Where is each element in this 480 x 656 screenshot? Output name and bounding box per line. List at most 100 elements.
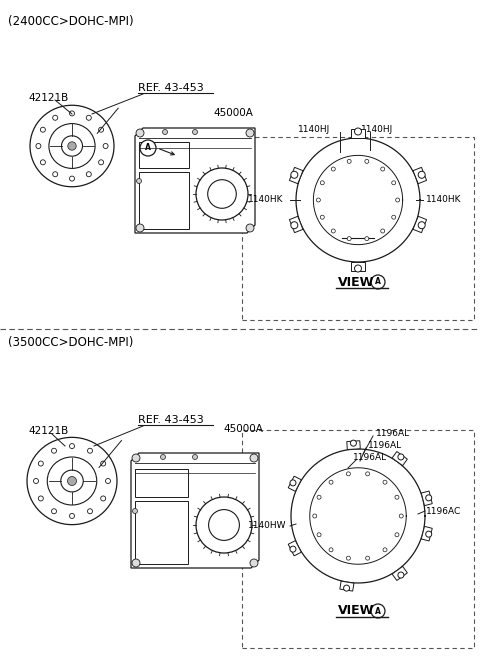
- Circle shape: [381, 167, 384, 171]
- Polygon shape: [340, 581, 354, 591]
- Circle shape: [163, 129, 168, 134]
- Circle shape: [140, 140, 156, 156]
- Circle shape: [329, 480, 333, 484]
- Text: 1140HK: 1140HK: [248, 195, 284, 205]
- Text: VIEW: VIEW: [338, 276, 374, 289]
- Circle shape: [132, 559, 140, 567]
- Circle shape: [320, 181, 324, 185]
- Circle shape: [331, 167, 336, 171]
- Circle shape: [418, 171, 425, 178]
- Circle shape: [392, 181, 396, 185]
- Circle shape: [426, 531, 432, 537]
- Ellipse shape: [70, 111, 74, 116]
- Ellipse shape: [86, 115, 91, 120]
- Ellipse shape: [106, 478, 110, 483]
- Ellipse shape: [51, 509, 57, 514]
- Circle shape: [418, 222, 425, 229]
- Circle shape: [396, 198, 400, 202]
- Ellipse shape: [86, 172, 91, 176]
- Ellipse shape: [51, 448, 57, 453]
- Circle shape: [392, 215, 396, 219]
- Circle shape: [366, 472, 370, 476]
- Text: 45000A: 45000A: [223, 424, 263, 434]
- Circle shape: [381, 229, 384, 233]
- Circle shape: [290, 546, 296, 552]
- Text: REF. 43-453: REF. 43-453: [138, 415, 204, 425]
- Bar: [139, 172, 189, 229]
- Polygon shape: [288, 541, 301, 556]
- Circle shape: [132, 454, 140, 462]
- Ellipse shape: [87, 448, 93, 453]
- Circle shape: [383, 548, 387, 552]
- Circle shape: [366, 556, 370, 560]
- Circle shape: [136, 129, 144, 137]
- Circle shape: [329, 548, 333, 552]
- Text: VIEW: VIEW: [338, 604, 374, 617]
- Ellipse shape: [40, 160, 46, 165]
- Circle shape: [347, 237, 351, 241]
- Circle shape: [291, 222, 298, 229]
- Polygon shape: [347, 441, 360, 449]
- Ellipse shape: [34, 478, 38, 483]
- Circle shape: [331, 229, 336, 233]
- Circle shape: [246, 224, 254, 232]
- Bar: [135, 469, 188, 497]
- Polygon shape: [135, 128, 255, 233]
- Ellipse shape: [87, 509, 93, 514]
- Text: A: A: [375, 277, 381, 287]
- Polygon shape: [131, 453, 259, 568]
- Circle shape: [355, 128, 361, 135]
- Text: 1196AL: 1196AL: [353, 453, 387, 462]
- Ellipse shape: [38, 496, 43, 501]
- Circle shape: [316, 198, 320, 202]
- Polygon shape: [421, 491, 432, 506]
- Text: 1140HK: 1140HK: [426, 195, 461, 205]
- Polygon shape: [351, 129, 365, 138]
- Ellipse shape: [98, 160, 104, 165]
- Circle shape: [398, 454, 404, 460]
- Circle shape: [136, 224, 144, 232]
- Text: 1140HJ: 1140HJ: [361, 125, 393, 134]
- Polygon shape: [289, 216, 303, 233]
- Ellipse shape: [70, 443, 74, 449]
- Ellipse shape: [68, 476, 76, 485]
- Circle shape: [347, 472, 350, 476]
- Circle shape: [250, 559, 258, 567]
- Ellipse shape: [38, 461, 43, 466]
- Circle shape: [291, 171, 298, 178]
- Circle shape: [344, 585, 349, 591]
- Ellipse shape: [98, 127, 104, 133]
- Circle shape: [399, 514, 403, 518]
- Circle shape: [395, 533, 399, 537]
- Ellipse shape: [40, 127, 46, 133]
- Circle shape: [371, 604, 385, 618]
- Polygon shape: [421, 526, 432, 541]
- Circle shape: [320, 215, 324, 219]
- Circle shape: [383, 480, 387, 484]
- Circle shape: [313, 514, 317, 518]
- Text: 42121B: 42121B: [28, 426, 68, 436]
- Polygon shape: [392, 451, 408, 466]
- Text: (3500CC>DOHC-MPI): (3500CC>DOHC-MPI): [8, 336, 133, 349]
- Polygon shape: [413, 167, 427, 184]
- Ellipse shape: [103, 144, 108, 148]
- Text: 1196AL: 1196AL: [368, 441, 402, 451]
- Polygon shape: [289, 167, 303, 184]
- Polygon shape: [392, 566, 408, 581]
- Circle shape: [395, 495, 399, 499]
- Circle shape: [132, 508, 137, 514]
- Circle shape: [426, 495, 432, 501]
- Circle shape: [290, 480, 296, 486]
- Circle shape: [365, 159, 369, 163]
- Ellipse shape: [70, 176, 74, 181]
- Circle shape: [160, 455, 166, 459]
- Circle shape: [398, 572, 404, 578]
- Circle shape: [371, 275, 385, 289]
- Text: 1196AL: 1196AL: [376, 430, 410, 438]
- Circle shape: [350, 440, 357, 446]
- Text: 42121B: 42121B: [28, 93, 68, 103]
- Ellipse shape: [36, 144, 41, 148]
- Circle shape: [192, 129, 197, 134]
- Circle shape: [317, 495, 321, 499]
- Circle shape: [246, 129, 254, 137]
